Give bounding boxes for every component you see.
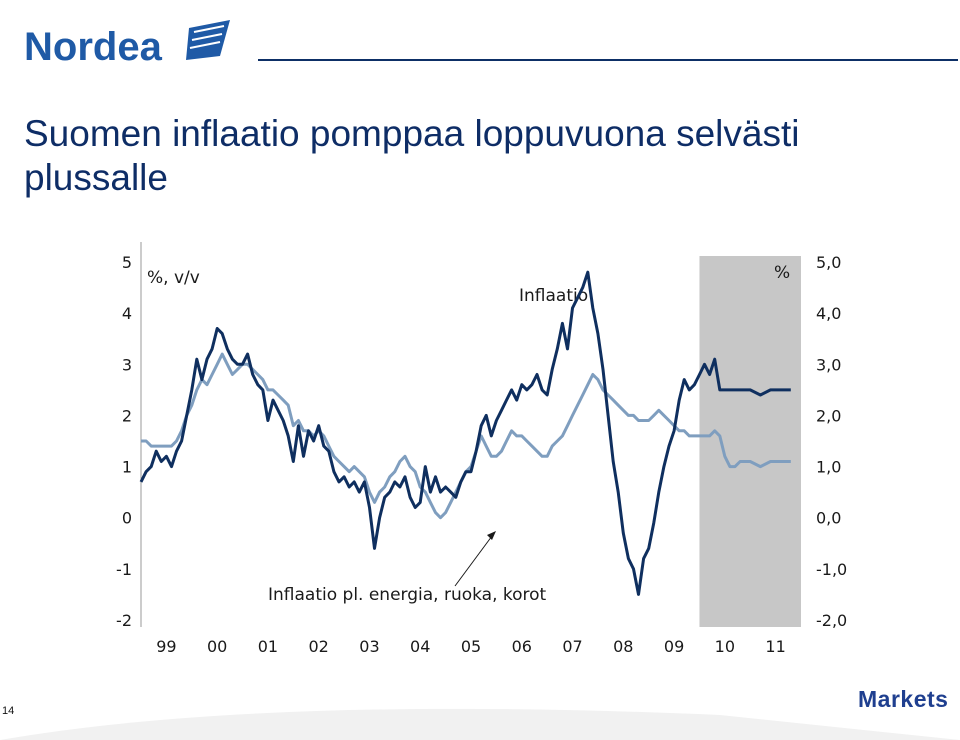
y-axis-left: 5 4 3 2 1 0 -1 -2 (116, 253, 132, 630)
slide-title: Suomen inflaatio pomppaa loppuvuona selv… (24, 113, 800, 198)
x-tick-label: 07 (562, 637, 582, 656)
series-line-core-inflation (141, 352, 791, 520)
y-right-tick-label: 1,0 (816, 458, 841, 477)
y-left-tick-label: 4 (122, 304, 132, 323)
x-tick-label: 02 (309, 637, 329, 656)
annotation-inflaatio: Inflaatio (519, 286, 588, 306)
y-right-tick-label: -1,0 (816, 560, 847, 579)
y-left-tick-label: 3 (122, 355, 132, 374)
y-right-tick-label: 3,0 (816, 355, 841, 374)
y-right-tick-label: 0,0 (816, 509, 841, 528)
sail-icon (186, 20, 230, 60)
y-left-tick-label: -1 (116, 560, 132, 579)
x-tick-label: 04 (410, 637, 430, 656)
annotation-arrow-head (487, 531, 496, 540)
y-left-tick-label: 5 (122, 253, 132, 272)
x-tick-label: 10 (715, 637, 735, 656)
series-line-inflaatio (139, 270, 791, 596)
x-tick-label: 08 (613, 637, 633, 656)
x-tick-label: 11 (765, 637, 785, 656)
x-tick-label: 00 (207, 637, 227, 656)
x-tick-label: 01 (258, 637, 278, 656)
unit-label: %, v/v (147, 268, 200, 288)
forecast-shaded-region (699, 256, 801, 627)
y-right-tick-label: 5,0 (816, 253, 841, 272)
footer-swoosh (0, 708, 960, 740)
annotation-core-inflation: Inflaatio pl. energia, ruoka, korot (268, 585, 547, 605)
y-right-tick-label: -2,0 (816, 611, 847, 630)
y-right-tick-label: 4,0 (816, 304, 841, 323)
nordea-logo: Nordea (24, 20, 230, 68)
y-left-tick-label: 2 (122, 406, 132, 425)
x-tick-label: 05 (461, 637, 481, 656)
nordea-logo-wordmark: Nordea (24, 25, 163, 68)
y-right-tick-label: 2,0 (816, 406, 841, 425)
x-tick-label: 99 (156, 637, 176, 656)
y-left-tick-label: 1 (122, 458, 132, 477)
x-tick-label: 09 (664, 637, 684, 656)
right-unit-label: % (774, 263, 790, 283)
annotation-arrow-line (454, 535, 493, 587)
y-left-tick-label: 0 (122, 509, 132, 528)
footer-brand-markets: Markets (858, 686, 949, 712)
y-axis-right: 5,0 4,0 3,0 2,0 1,0 0,0 -1,0 -2,0 (816, 253, 847, 630)
series-layer (139, 270, 791, 596)
y-left-tick-label: -2 (116, 611, 132, 630)
x-tick-label: 06 (512, 637, 532, 656)
x-tick-label: 03 (359, 637, 379, 656)
page-number: 14 (2, 705, 15, 717)
x-axis: 99 00 01 02 03 04 05 06 07 08 09 10 11 (156, 637, 786, 656)
header-rule (258, 59, 958, 61)
